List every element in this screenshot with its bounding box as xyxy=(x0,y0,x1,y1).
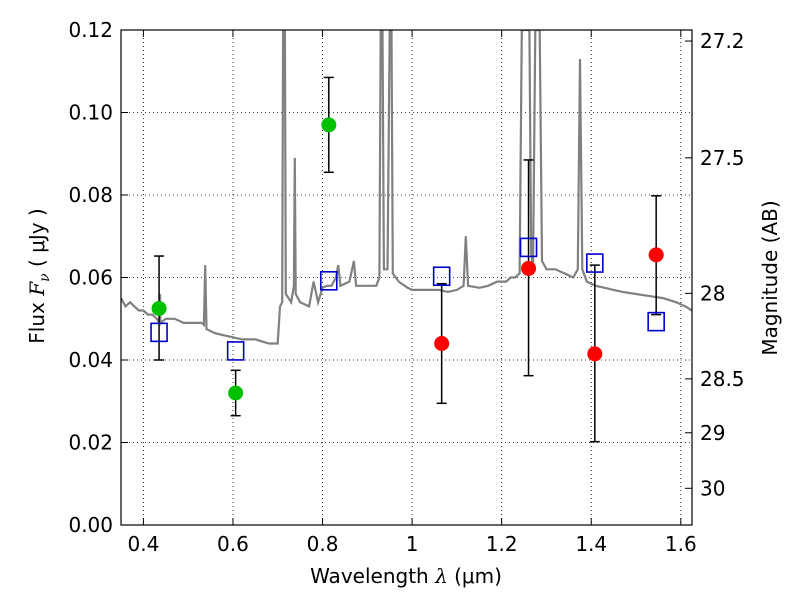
x-tick-label: 1.4 xyxy=(575,532,607,556)
model-flux-square xyxy=(150,322,168,343)
magnitude-tick-label: 27.5 xyxy=(700,146,745,170)
magnitude-tick-label: 29 xyxy=(700,421,725,445)
x-tick-label: 1.2 xyxy=(486,532,518,556)
x-tick-label: 0.6 xyxy=(217,532,249,556)
tick-labels-layer: 0.4 0.6 0.8 1 1.2 1.4 1.6 0.00 0.02 0.04 0.06 0.08 0… xyxy=(68,18,745,556)
photometry-point xyxy=(321,117,337,133)
grid-lines xyxy=(121,29,692,526)
model-flux-square xyxy=(519,237,538,258)
x-axis-label: Wavelength λ (μm) xyxy=(310,564,502,588)
y-tick-label: 0.10 xyxy=(68,101,113,125)
y-tick-label: 0.08 xyxy=(68,183,113,207)
x-tick-label: 0.8 xyxy=(307,532,339,556)
y-tick-label: 0.02 xyxy=(68,431,113,455)
photometry-point xyxy=(648,247,664,263)
errorbar-layer xyxy=(154,76,662,443)
x-tick-label: 1.6 xyxy=(665,532,697,556)
x-tick-label: 1 xyxy=(406,532,419,556)
model-flux-square xyxy=(647,311,665,332)
photometry-point xyxy=(228,385,244,401)
plot-frame xyxy=(120,29,693,526)
y-tick-label: 0.12 xyxy=(68,18,113,42)
spectrum-layer xyxy=(121,30,692,345)
model-spectrum-line xyxy=(121,30,692,345)
model-flux-square xyxy=(319,270,338,291)
marker-layer xyxy=(150,117,665,401)
magnitude-tick-label: 30 xyxy=(700,476,725,500)
x-tick-label: 0.4 xyxy=(127,532,159,556)
photometry-point xyxy=(151,300,167,316)
y-tick-label: 0.04 xyxy=(68,348,113,372)
photometry-point xyxy=(434,336,450,351)
y-tick-label: 0.06 xyxy=(68,266,113,290)
magnitude-tick-label: 27.2 xyxy=(700,29,745,53)
magnitude-axis-label: Magnitude (AB) xyxy=(758,200,782,355)
y-axis-label: Flux Fν ( μJy ) xyxy=(25,208,53,343)
photometry-point xyxy=(521,260,537,276)
y-tick-label: 0.00 xyxy=(68,513,113,537)
model-flux-square xyxy=(226,341,245,361)
magnitude-tick-label: 28 xyxy=(700,281,725,305)
model-flux-square xyxy=(432,266,451,287)
magnitude-tick-label: 28.5 xyxy=(700,367,745,391)
model-flux-square xyxy=(586,253,604,273)
ticks-layer xyxy=(121,29,692,526)
photometry-point xyxy=(587,346,603,362)
